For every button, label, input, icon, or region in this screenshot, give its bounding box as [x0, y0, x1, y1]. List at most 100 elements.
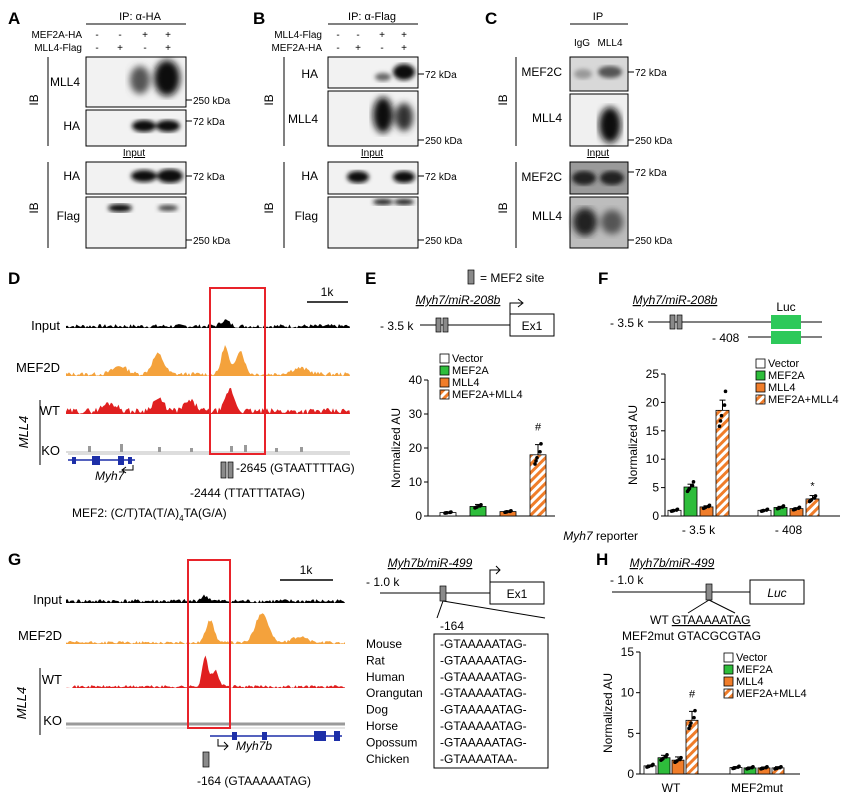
panel-b-ib-label: IB — [262, 94, 276, 105]
y-tick-label: 25 — [646, 367, 660, 381]
species-sequence: -GTAAAAATAG- — [440, 686, 527, 700]
data-point — [538, 449, 542, 454]
panel-d-site2: -2444 (TTATTTATAG) — [190, 486, 305, 500]
data-point — [746, 766, 750, 771]
data-point — [646, 764, 650, 769]
panel-b-blot-label: HA — [301, 169, 318, 183]
species-sequence: -GTAAAAATAG- — [440, 653, 527, 667]
data-point — [781, 504, 786, 508]
data-point — [539, 441, 543, 446]
panel-letter-e: E — [365, 269, 376, 288]
panel-b-sign: + — [379, 30, 385, 41]
y-axis-label: Normalized AU — [626, 405, 640, 485]
panel-b: B IP: α-Flag MLL4-Flag MEF2A-HA - - + + … — [253, 9, 463, 249]
y-tick-label: 15 — [621, 645, 635, 659]
legend-label: MEF2A+MLL4 — [452, 389, 523, 401]
panel-b-ib-label-2: IB — [262, 202, 276, 213]
panel-g-exon-box — [489, 581, 545, 605]
y-tick-label: 0 — [652, 509, 659, 523]
panel-a-blot-ip-mll4 — [85, 56, 187, 108]
mef2-site-icon — [467, 269, 475, 285]
legend-swatch-combo — [755, 394, 766, 405]
legend-swatch-mef2a — [439, 365, 450, 376]
y-tick-label: 10 — [409, 475, 423, 489]
legend-label: MLL4 — [768, 382, 796, 394]
data-point — [723, 389, 728, 394]
data-point — [751, 765, 755, 769]
species-label: Orangutan — [366, 686, 423, 700]
panel-letter-f: F — [598, 269, 608, 288]
data-point — [675, 507, 680, 512]
panel-letter-h: H — [596, 550, 608, 569]
panel-a-marker: 72 kDa — [193, 117, 225, 128]
panel-b-blot-label: Flag — [295, 209, 318, 223]
species-sequence: -GTAAAAATAG- — [440, 670, 527, 684]
data-point — [797, 505, 802, 510]
data-point — [760, 509, 765, 513]
panel-a-sign: + — [165, 30, 171, 41]
data-point — [660, 757, 664, 762]
panel-c-blot-label: MEF2C — [521, 65, 562, 79]
y-tick-label: 0 — [627, 767, 634, 781]
panel-c-marker: 72 kDa — [635, 68, 667, 79]
data-point — [449, 510, 453, 514]
panel-letter-g: G — [8, 550, 21, 569]
y-axis-label: Normalized AU — [601, 673, 615, 753]
panel-d-gene-model — [68, 456, 135, 474]
panel-g-red-box — [187, 559, 231, 729]
species-sequence: -GTAAAATAA- — [440, 752, 517, 766]
panel-b-marker: 72 kDa — [425, 70, 457, 81]
y-tick-label: 0 — [415, 509, 422, 523]
panel-h: H Myh7b/miR-499 - 1.0 k Luc WT GTAAAAATA… — [596, 550, 807, 795]
panel-g-pos: - 1.0 k — [366, 575, 400, 589]
panel-h-wt-seq: WT GTAAAAATAG — [650, 613, 750, 627]
panel-d-wt-track — [66, 387, 350, 414]
legend-swatch-vector — [439, 353, 450, 364]
y-tick-label: 10 — [621, 686, 635, 700]
panel-b-row1-label: MLL4-Flag — [274, 30, 322, 41]
panel-b-marker: 250 kDa — [425, 136, 463, 147]
panel-d-scale: 1k — [321, 285, 335, 299]
panel-b-marker: 72 kDa — [425, 172, 457, 183]
panel-g-site-box — [202, 751, 210, 768]
panel-b-blot-label: MLL4 — [288, 112, 318, 126]
data-point — [719, 413, 724, 418]
panel-letter-c: C — [485, 9, 497, 28]
data-point — [535, 456, 539, 460]
panel-letter-d: D — [8, 269, 20, 288]
panel-b-blot-ip-mll4 — [327, 90, 419, 147]
bar-combo — [529, 454, 547, 517]
panel-a-sign: - — [95, 30, 98, 41]
panel-c-marker: 72 kDa — [635, 168, 667, 179]
panel-g-construct: Myh7b/miR-499 — [388, 556, 473, 570]
panel-b-input-label: Input — [361, 148, 383, 159]
panel-letter-a: A — [8, 9, 20, 28]
panel-c-blot-input-mll4 — [569, 196, 629, 249]
tss-arrow-icon — [489, 569, 500, 582]
panel-g-track-label: WT — [42, 672, 62, 687]
data-point — [732, 766, 736, 770]
data-point — [534, 459, 538, 463]
y-tick-label: 20 — [646, 395, 660, 409]
panel-a-sign: + — [142, 30, 148, 41]
panel-d: D 1k Input MEF2D WT KO MLL4 Myh7 -2645 (… — [8, 269, 355, 523]
legend-label: Vector — [736, 652, 768, 664]
panel-d-input-track — [66, 319, 350, 328]
legend-swatch-mll4 — [755, 382, 766, 393]
panel-h-construct: Myh7b/miR-499 — [630, 556, 715, 570]
panel-d-mef2d-track — [66, 345, 350, 376]
x-category-label: - 408 — [775, 523, 803, 537]
species-label: Dog — [366, 703, 388, 717]
panel-c-input-label: Input — [587, 148, 609, 159]
panel-c-blot-ip-mll4 — [569, 93, 629, 147]
panel-a-blot-label: Flag — [57, 209, 80, 223]
y-tick-label: 15 — [646, 424, 660, 438]
panel-c-blot-label: MEF2C — [521, 170, 562, 184]
panel-g-track-label: KO — [43, 713, 62, 728]
panel-h-luc: Luc — [767, 586, 786, 600]
x-category-label: WT — [662, 781, 681, 795]
species-sequence: -GTAAAAATAG- — [440, 719, 527, 733]
panel-a-input-label: Input — [123, 148, 145, 159]
data-point — [692, 715, 696, 720]
panel-g-track-label: Input — [33, 592, 62, 607]
